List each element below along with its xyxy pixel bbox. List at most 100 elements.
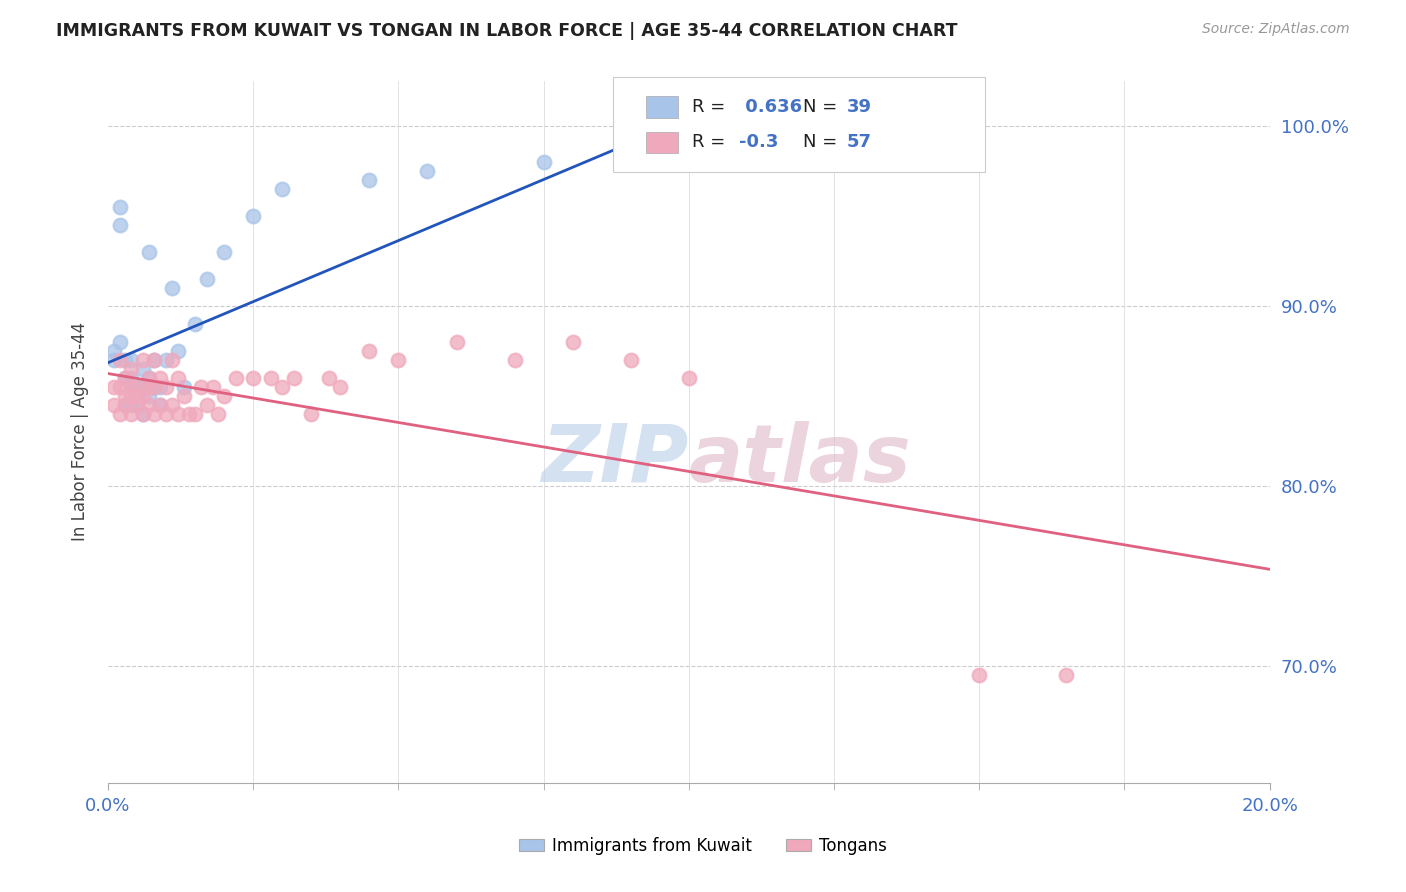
Point — [620, 145, 643, 160]
Point — [242, 371, 264, 385]
Point — [446, 334, 468, 349]
Point — [108, 407, 131, 421]
Text: N =: N = — [803, 134, 837, 152]
Point — [143, 380, 166, 394]
Point — [271, 380, 294, 394]
Point — [678, 371, 700, 385]
Text: R =: R = — [692, 134, 725, 152]
Point — [120, 371, 142, 385]
Point — [120, 380, 142, 394]
Point — [149, 371, 172, 385]
Point — [207, 407, 229, 421]
Point — [138, 371, 160, 385]
Point — [212, 244, 235, 259]
Point — [149, 398, 172, 412]
Point — [125, 380, 148, 394]
FancyBboxPatch shape — [645, 96, 678, 118]
Y-axis label: In Labor Force | Age 35-44: In Labor Force | Age 35-44 — [72, 322, 89, 541]
Point — [155, 380, 177, 394]
Point — [108, 352, 131, 367]
Point — [132, 352, 155, 367]
Point — [184, 317, 207, 331]
Point — [120, 407, 142, 421]
Point — [155, 352, 177, 367]
Point — [160, 398, 183, 412]
Point — [329, 380, 352, 394]
Point — [242, 209, 264, 223]
Point — [166, 343, 188, 358]
Text: atlas: atlas — [689, 421, 911, 499]
Point — [190, 380, 212, 394]
Text: Source: ZipAtlas.com: Source: ZipAtlas.com — [1202, 22, 1350, 37]
Point — [173, 380, 195, 394]
Point — [166, 371, 188, 385]
FancyBboxPatch shape — [613, 78, 986, 172]
Point — [114, 398, 136, 412]
Point — [125, 380, 148, 394]
Point — [114, 371, 136, 385]
Text: ZIP: ZIP — [541, 421, 689, 499]
Point — [503, 352, 526, 367]
Point — [138, 389, 160, 403]
Point — [120, 380, 142, 394]
Point — [120, 361, 142, 376]
Text: N =: N = — [803, 98, 837, 116]
Point — [299, 407, 322, 421]
Point — [103, 398, 125, 412]
Point — [108, 334, 131, 349]
Point — [132, 389, 155, 403]
Point — [259, 371, 281, 385]
Text: -0.3: -0.3 — [738, 134, 778, 152]
Point — [201, 380, 224, 394]
Point — [132, 380, 155, 394]
FancyBboxPatch shape — [645, 132, 678, 153]
Point — [120, 398, 142, 412]
Point — [138, 244, 160, 259]
Point — [114, 352, 136, 367]
Point — [166, 407, 188, 421]
Point — [103, 343, 125, 358]
Point — [283, 371, 305, 385]
Point — [160, 281, 183, 295]
Text: 0.636: 0.636 — [738, 98, 801, 116]
Point — [143, 380, 166, 394]
Legend: Immigrants from Kuwait, Tongans: Immigrants from Kuwait, Tongans — [512, 830, 894, 862]
Point — [1054, 667, 1077, 681]
Point — [125, 398, 148, 412]
Point — [103, 380, 125, 394]
Point — [143, 407, 166, 421]
Point — [125, 398, 148, 412]
Point — [225, 371, 247, 385]
Point — [620, 352, 643, 367]
Point — [359, 343, 381, 358]
Text: R =: R = — [692, 98, 725, 116]
Point — [179, 407, 201, 421]
Point — [114, 371, 136, 385]
Point — [173, 389, 195, 403]
Point — [125, 389, 148, 403]
Point — [132, 407, 155, 421]
Point — [359, 173, 381, 187]
Text: 57: 57 — [846, 134, 872, 152]
Point — [195, 272, 218, 286]
Point — [533, 154, 555, 169]
Point — [212, 389, 235, 403]
Point — [125, 389, 148, 403]
Point — [184, 407, 207, 421]
Point — [114, 389, 136, 403]
Point — [108, 200, 131, 214]
Point — [149, 380, 172, 394]
Point — [108, 380, 131, 394]
Point — [416, 164, 439, 178]
Text: 39: 39 — [846, 98, 872, 116]
Point — [143, 352, 166, 367]
Point — [138, 398, 160, 412]
Point — [195, 398, 218, 412]
Point — [969, 667, 991, 681]
Point — [108, 218, 131, 232]
Point — [160, 352, 183, 367]
Point — [561, 334, 583, 349]
Point — [318, 371, 340, 385]
Point — [120, 352, 142, 367]
Point — [271, 182, 294, 196]
